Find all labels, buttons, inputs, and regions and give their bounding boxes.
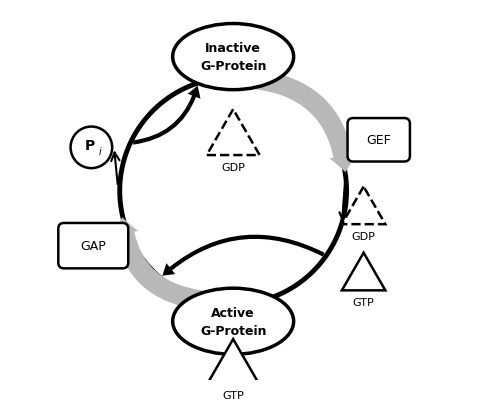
Ellipse shape <box>172 24 293 91</box>
Text: i: i <box>98 147 101 157</box>
FancyArrowPatch shape <box>254 71 356 173</box>
Ellipse shape <box>172 288 293 354</box>
Text: GAP: GAP <box>80 239 106 253</box>
Text: Inactive
G-Protein: Inactive G-Protein <box>200 42 266 73</box>
FancyArrowPatch shape <box>162 235 324 276</box>
Text: GDP: GDP <box>221 162 244 172</box>
Text: P: P <box>84 139 94 153</box>
Polygon shape <box>341 253 385 291</box>
Polygon shape <box>207 339 258 383</box>
FancyArrowPatch shape <box>133 87 200 145</box>
Polygon shape <box>206 110 259 156</box>
FancyBboxPatch shape <box>58 223 128 269</box>
Text: Active
G-Protein: Active G-Protein <box>200 306 266 337</box>
FancyBboxPatch shape <box>347 119 409 162</box>
Text: GDP: GDP <box>351 231 375 241</box>
Text: GTP: GTP <box>222 390 244 400</box>
Text: GTP: GTP <box>352 298 374 308</box>
Polygon shape <box>341 187 385 225</box>
FancyArrowPatch shape <box>111 218 202 310</box>
Text: GEF: GEF <box>366 134 390 147</box>
Circle shape <box>70 127 112 169</box>
